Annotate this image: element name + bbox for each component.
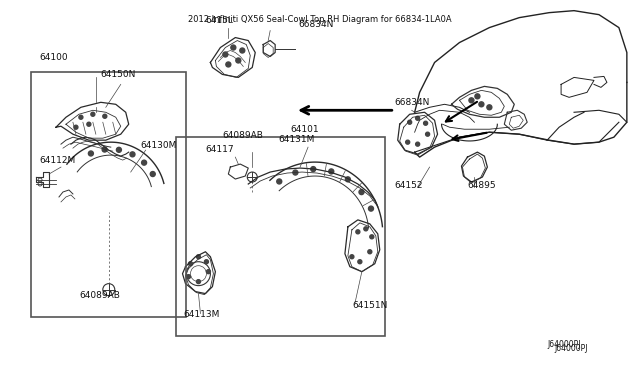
Circle shape bbox=[189, 262, 193, 266]
Circle shape bbox=[196, 255, 200, 259]
Circle shape bbox=[150, 171, 156, 177]
Circle shape bbox=[415, 116, 420, 120]
Circle shape bbox=[79, 115, 83, 119]
Text: 64112M: 64112M bbox=[39, 156, 76, 165]
Circle shape bbox=[103, 114, 107, 118]
Circle shape bbox=[226, 62, 231, 67]
Circle shape bbox=[74, 125, 78, 129]
Circle shape bbox=[311, 167, 316, 171]
Circle shape bbox=[475, 94, 480, 99]
Circle shape bbox=[87, 122, 91, 126]
Circle shape bbox=[88, 151, 93, 156]
Text: 66834N: 66834N bbox=[298, 20, 333, 29]
Circle shape bbox=[369, 206, 374, 211]
Circle shape bbox=[329, 169, 334, 174]
Text: J64000PJ: J64000PJ bbox=[554, 344, 588, 353]
Circle shape bbox=[186, 275, 191, 279]
Text: 64113M: 64113M bbox=[184, 311, 220, 320]
Text: 64150N: 64150N bbox=[101, 70, 136, 79]
Circle shape bbox=[406, 140, 410, 144]
Circle shape bbox=[415, 142, 420, 146]
Text: 2012 Infiniti QX56 Seal-Cowl Top,RH Diagram for 66834-1LA0A: 2012 Infiniti QX56 Seal-Cowl Top,RH Diag… bbox=[188, 15, 452, 24]
Circle shape bbox=[240, 48, 244, 53]
Text: 64117: 64117 bbox=[205, 145, 234, 154]
Text: 64101: 64101 bbox=[290, 125, 319, 134]
Circle shape bbox=[141, 160, 147, 165]
Text: 64151N: 64151N bbox=[352, 301, 387, 310]
Circle shape bbox=[370, 235, 374, 239]
Circle shape bbox=[358, 260, 362, 264]
Circle shape bbox=[236, 58, 241, 63]
Circle shape bbox=[207, 270, 211, 274]
Circle shape bbox=[204, 260, 209, 264]
Text: 66834N: 66834N bbox=[395, 98, 430, 107]
Text: 64100: 64100 bbox=[39, 54, 68, 62]
Text: 64895: 64895 bbox=[467, 181, 496, 190]
Bar bbox=[175, 137, 385, 336]
Circle shape bbox=[102, 147, 107, 152]
Circle shape bbox=[231, 45, 236, 50]
Circle shape bbox=[426, 132, 429, 136]
Circle shape bbox=[130, 152, 135, 157]
Circle shape bbox=[196, 280, 200, 283]
Text: 64131M: 64131M bbox=[278, 135, 314, 144]
Circle shape bbox=[350, 255, 354, 259]
Circle shape bbox=[116, 147, 122, 152]
Circle shape bbox=[346, 177, 350, 182]
Text: J64000PJ: J64000PJ bbox=[547, 340, 580, 349]
Circle shape bbox=[487, 105, 492, 110]
Circle shape bbox=[359, 190, 364, 195]
Circle shape bbox=[91, 112, 95, 116]
Text: 64089AB: 64089AB bbox=[222, 131, 263, 140]
Text: 6415L: 6415L bbox=[205, 16, 234, 25]
Circle shape bbox=[356, 230, 360, 234]
Circle shape bbox=[223, 52, 228, 57]
Circle shape bbox=[479, 102, 484, 107]
Text: 64130M: 64130M bbox=[141, 141, 177, 150]
Circle shape bbox=[469, 98, 474, 103]
Circle shape bbox=[424, 121, 428, 125]
Bar bbox=[31, 73, 186, 317]
Text: 64089AB: 64089AB bbox=[79, 291, 120, 299]
Circle shape bbox=[408, 120, 412, 124]
Circle shape bbox=[293, 170, 298, 175]
Text: 64152: 64152 bbox=[395, 181, 423, 190]
Circle shape bbox=[276, 179, 282, 184]
Circle shape bbox=[368, 250, 372, 254]
Circle shape bbox=[364, 227, 368, 231]
